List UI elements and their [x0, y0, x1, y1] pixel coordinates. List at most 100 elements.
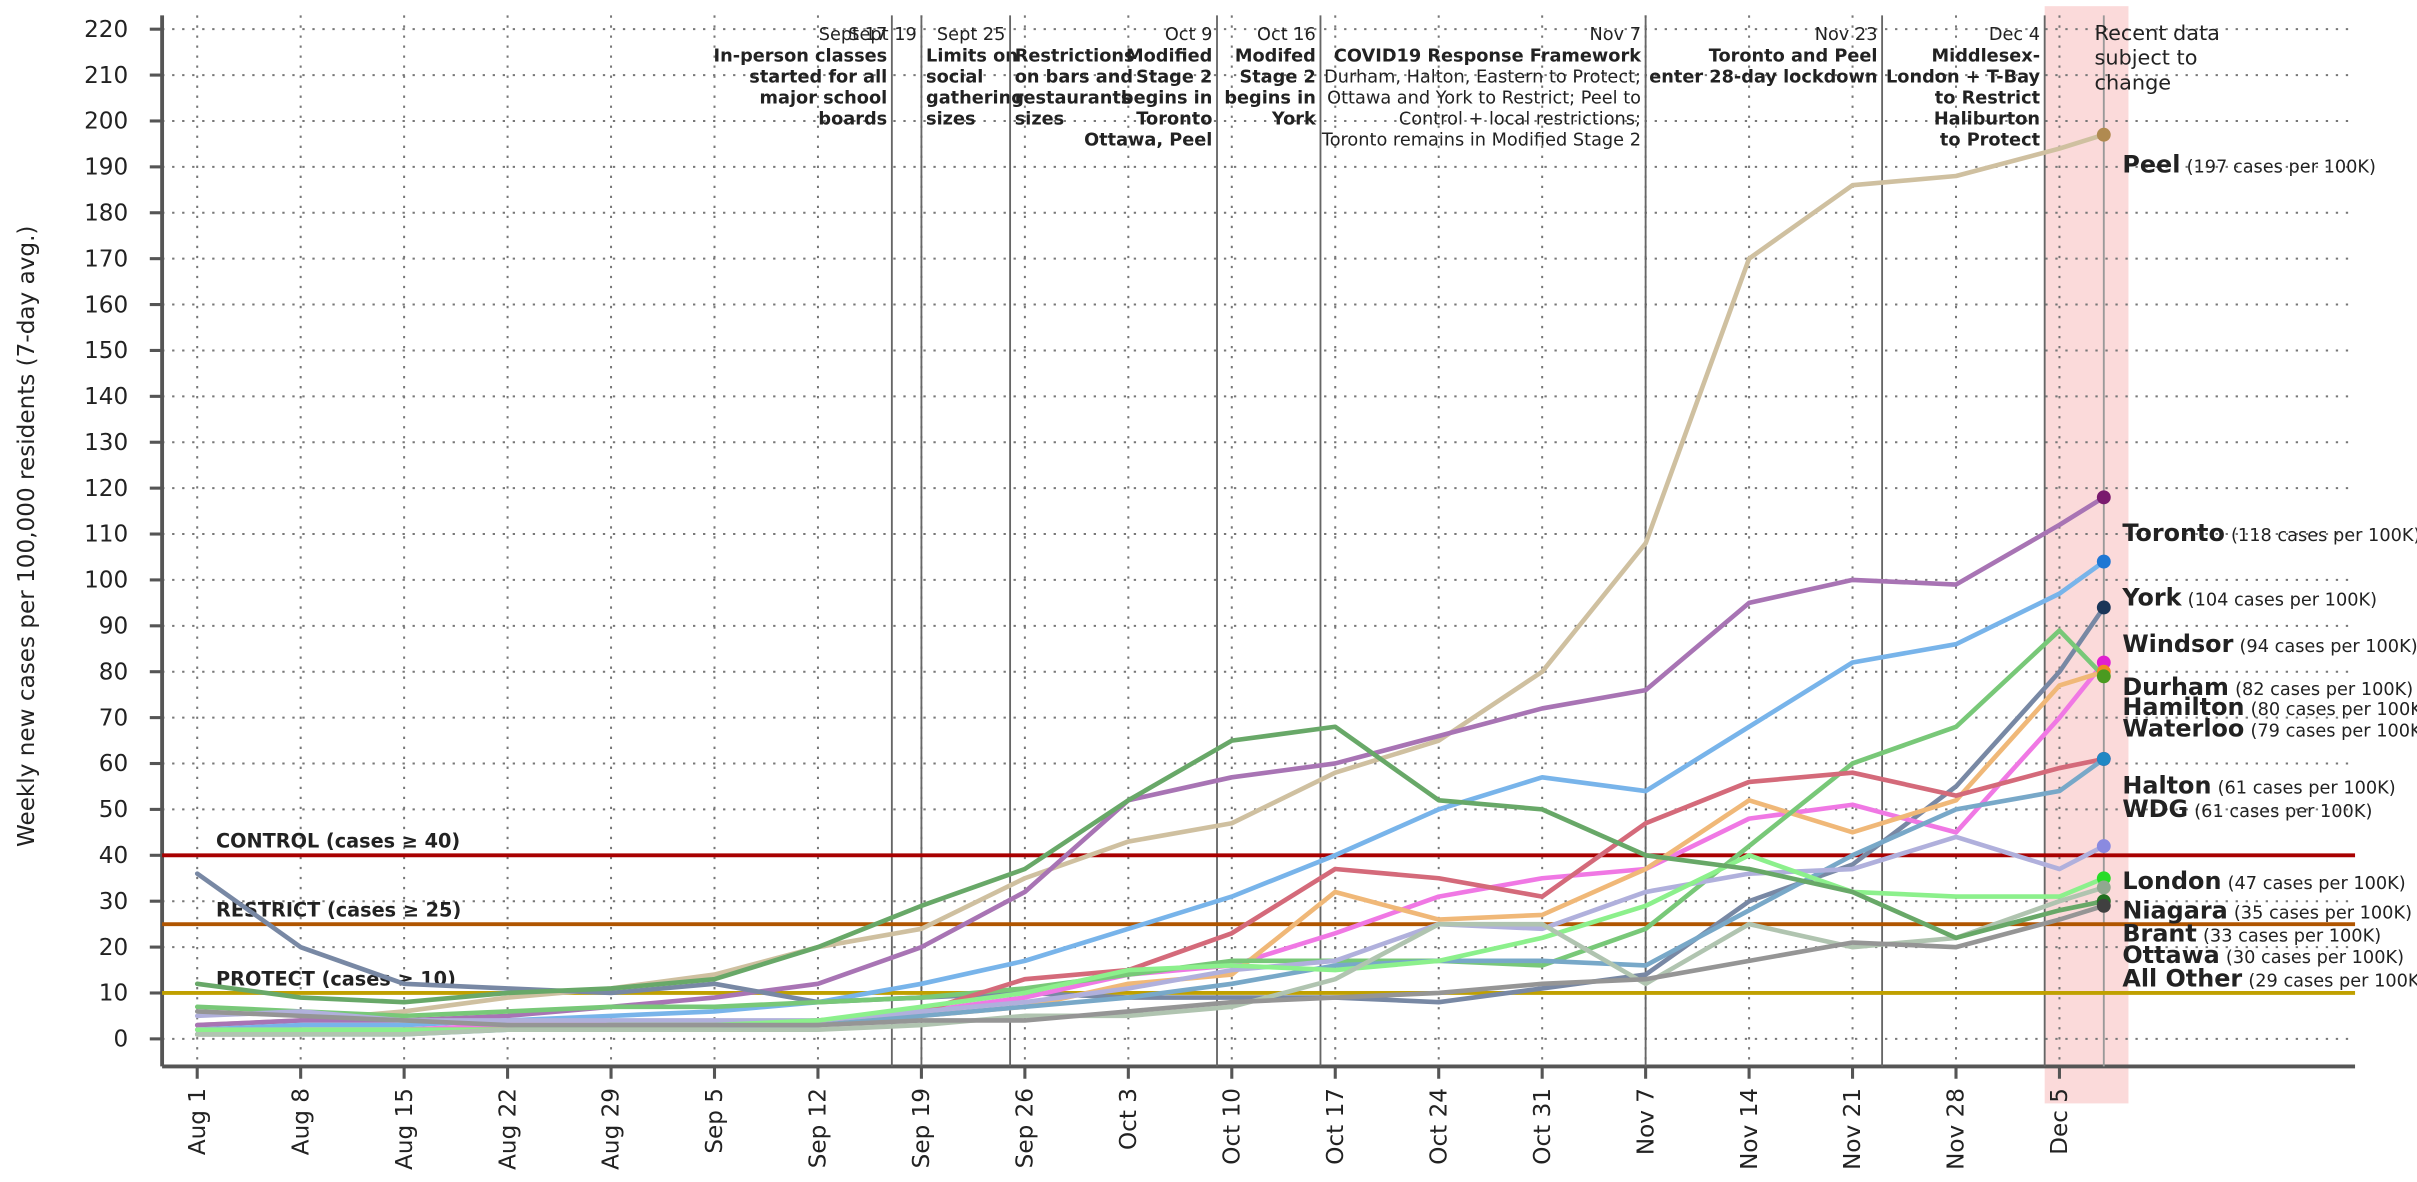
- event-date: Nov 7: [1590, 25, 1642, 45]
- event-date: Oct 9: [1165, 25, 1213, 45]
- x-tick-label: Nov 21: [1840, 1088, 1866, 1170]
- legend-note: (80 cases per 100K): [2251, 700, 2417, 720]
- y-tick-label: 110: [84, 522, 128, 548]
- event-text: on bars and: [1015, 68, 1133, 88]
- legend-name: Brant: [2122, 920, 2197, 948]
- x-tick-label: Sep 5: [702, 1088, 728, 1154]
- event-text: Toronto: [1136, 110, 1212, 130]
- y-tick-label: 170: [84, 246, 128, 272]
- end-point: [2096, 839, 2111, 854]
- event-date: Sept 25: [937, 25, 1006, 45]
- event-text: restaurants: [1015, 89, 1132, 109]
- legend-note: (197 cases per 100K): [2187, 158, 2376, 178]
- series-label: Halton (61 cases per 100K): [2122, 772, 2395, 800]
- event-detail: Control + local restrictions;: [1399, 110, 1641, 130]
- end-point: [2096, 127, 2111, 142]
- end-point: [2096, 898, 2111, 913]
- y-tick-label: 180: [84, 200, 128, 226]
- legend-name: Waterloo: [2122, 715, 2244, 743]
- x-tick-label: Sep 12: [806, 1088, 832, 1168]
- legend-note: (30 cases per 100K): [2226, 948, 2404, 968]
- y-tick-label: 160: [84, 292, 128, 318]
- event-text: social: [926, 68, 983, 88]
- series-label: Brant (33 cases per 100K): [2122, 920, 2381, 948]
- x-tick-label: Oct 10: [1219, 1088, 1245, 1165]
- event-text: Modified: [1126, 47, 1212, 67]
- event-text: York: [1271, 110, 1317, 130]
- x-tick-label: Sep 19: [909, 1088, 935, 1168]
- legend-name: Toronto: [2122, 519, 2225, 547]
- event-text: to Restrict: [1935, 89, 2041, 109]
- event-text: sizes: [926, 110, 976, 130]
- legend-note: (82 cases per 100K): [2235, 680, 2413, 700]
- legend-note: (33 cases per 100K): [2203, 927, 2381, 947]
- y-tick-label: 30: [99, 889, 128, 915]
- x-tick-label: Oct 31: [1530, 1088, 1556, 1165]
- legend-note: (79 cases per 100K): [2250, 722, 2417, 742]
- legend-note: (118 cases per 100K): [2231, 526, 2417, 546]
- legend-name: Hamilton: [2122, 693, 2244, 721]
- legend-note: (104 cases per 100K): [2188, 591, 2377, 611]
- event-date: Sept 17: [819, 25, 888, 45]
- legend-note: (29 cases per 100K): [2248, 971, 2417, 991]
- event-text: major school: [760, 89, 888, 109]
- series-label: Durham (82 cases per 100K): [2122, 673, 2413, 701]
- event-text: In-person classes: [714, 47, 888, 67]
- y-tick-label: 10: [99, 981, 128, 1007]
- end-point: [2096, 554, 2111, 569]
- event-text: started for all: [749, 68, 887, 88]
- series-label: WDG (61 cases per 100K): [2122, 795, 2372, 823]
- x-tick-label: Aug 29: [599, 1088, 625, 1170]
- series-line: [194, 903, 2107, 1028]
- legend-note: (61 cases per 100K): [2194, 802, 2372, 822]
- threshold-label: CONTROL (cases ≥ 40): [216, 830, 460, 853]
- series-label: York (104 cases per 100K): [2121, 584, 2377, 612]
- y-tick-label: 60: [99, 751, 128, 777]
- event-text: London + T-Bay: [1886, 68, 2040, 88]
- x-tick-label: Nov 14: [1737, 1088, 1763, 1170]
- y-tick-label: 120: [84, 476, 128, 502]
- series-label: Peel (197 cases per 100K): [2122, 151, 2376, 179]
- event-date: Oct 16: [1257, 25, 1316, 45]
- legend-name: York: [2121, 584, 2182, 612]
- event-text: Stage 2: [1239, 68, 1315, 88]
- event-text: Stage 2: [1136, 68, 1212, 88]
- event-text: begins in: [1224, 89, 1315, 109]
- event-text: Modifed: [1235, 47, 1316, 67]
- series-line: [194, 605, 2107, 1005]
- x-tick-label: Oct 17: [1323, 1088, 1349, 1165]
- series-label: London (47 cases per 100K): [2122, 867, 2405, 895]
- series-label: Ottawa (30 cases per 100K): [2122, 941, 2404, 969]
- event-text: to Protect: [1940, 130, 2041, 150]
- series-line: [194, 494, 2107, 1028]
- x-tick-label: Aug 22: [495, 1088, 521, 1170]
- y-tick-label: 190: [84, 155, 128, 181]
- series-label: Niagara (35 cases per 100K): [2122, 896, 2412, 924]
- legend-note: (35 cases per 100K): [2234, 903, 2412, 923]
- x-tick-label: Aug 8: [288, 1088, 314, 1155]
- y-tick-label: 220: [84, 17, 128, 43]
- y-tick-label: 20: [99, 935, 128, 961]
- series-line: [194, 669, 2107, 1037]
- recent-note: change: [2095, 70, 2172, 94]
- x-tick-label: Oct 24: [1426, 1088, 1452, 1165]
- event-text: Ottawa, Peel: [1084, 130, 1212, 150]
- legend-name: Windsor: [2122, 630, 2233, 658]
- event-text: Middlesex-: [1932, 47, 2041, 67]
- series-label: Toronto (118 cases per 100K): [2122, 519, 2417, 547]
- legend-note: (61 cases per 100K): [2218, 779, 2396, 799]
- legend-name: Ottawa: [2122, 941, 2219, 969]
- x-tick-label: Dec 5: [2047, 1088, 2073, 1155]
- legend-name: All Other: [2122, 964, 2242, 992]
- legend-note: (47 cases per 100K): [2228, 874, 2406, 894]
- end-point: [2096, 490, 2111, 505]
- threshold-label: PROTECT (cases ≥ 10): [216, 967, 456, 990]
- event-text: enter 28-day lockdown: [1649, 68, 1877, 88]
- recent-note: Recent data: [2095, 21, 2220, 45]
- event-text: begins in: [1121, 89, 1212, 109]
- x-tick-label: Nov 28: [1944, 1088, 1970, 1170]
- legend-name: Peel: [2122, 151, 2180, 179]
- series-label: Hamilton (80 cases per 100K): [2122, 693, 2417, 721]
- legend-name: Halton: [2122, 772, 2211, 800]
